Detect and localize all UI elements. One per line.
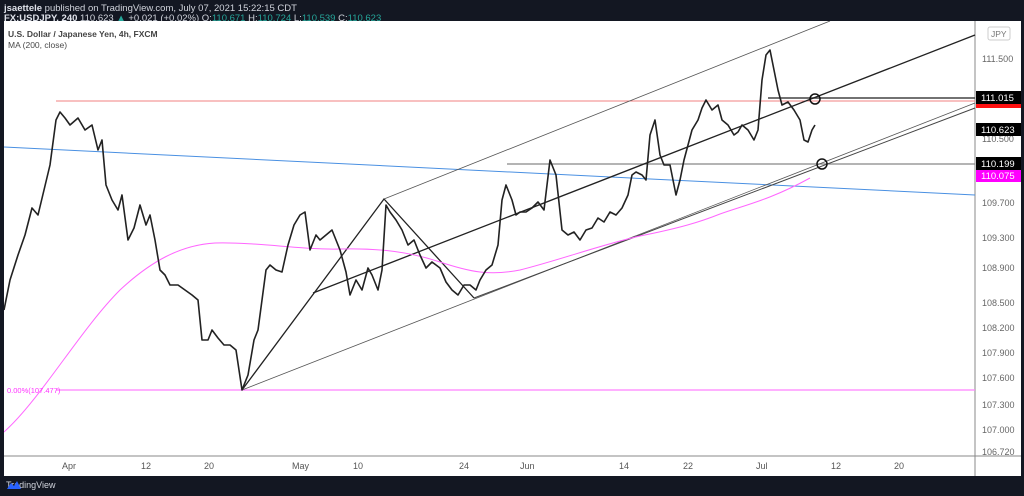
ma-200-line	[4, 177, 811, 433]
legend-title: U.S. Dollar / Japanese Yen, 4h, FXCM	[8, 29, 158, 39]
change: +0.021 (+0.02%)	[128, 13, 200, 24]
svg-text:109.700: 109.700	[982, 198, 1015, 208]
svg-text:106.720: 106.720	[982, 447, 1015, 457]
tradingview-logo-icon	[7, 481, 21, 489]
footer-brand-label: TradingView	[6, 480, 56, 490]
open-value: 110.671	[211, 13, 246, 24]
currency-button	[987, 26, 1011, 41]
close-label: C:	[338, 13, 348, 24]
close-value: 110.623	[347, 13, 382, 24]
svg-text:107.600: 107.600	[982, 373, 1015, 383]
last-price: 110.623	[80, 13, 114, 24]
up-arrow-icon: ▲	[116, 13, 126, 24]
low-value: 110.539	[301, 13, 336, 24]
svg-text:22: 22	[683, 461, 693, 471]
svg-text:110.075: 110.075	[981, 171, 1015, 182]
svg-text:12: 12	[831, 461, 841, 471]
symbol: FX:USDJPY, 240	[4, 13, 78, 24]
symbol-line: FX:USDJPY, 240 110.623 ▲ +0.021 (+0.02%)…	[4, 13, 381, 24]
svg-text:109.300: 109.300	[982, 233, 1015, 243]
svg-text:107.000: 107.000	[982, 425, 1015, 435]
legend-indicator[interactable]: MA (200, close)	[8, 40, 68, 50]
publisher-name: jsaettele	[4, 3, 43, 14]
svg-text:111.500: 111.500	[982, 54, 1013, 64]
published-text: published on TradingView.com, July 07, 2…	[44, 3, 297, 14]
price-label-111015	[976, 91, 1021, 104]
svg-text:107.300: 107.300	[982, 400, 1015, 410]
svg-text:110.623: 110.623	[981, 125, 1015, 136]
svg-text:107.900: 107.900	[982, 348, 1015, 358]
price-label-110199	[976, 157, 1021, 170]
circle-marker-lower	[816, 158, 828, 170]
chart-area[interactable]: 0.00%(107.477) 111.500 110.500 109.700 1…	[4, 21, 1021, 476]
svg-text:May: May	[292, 461, 310, 471]
blue-trendline	[4, 146, 976, 196]
price-label-last	[976, 123, 1021, 136]
svg-text:110.199: 110.199	[981, 159, 1015, 170]
pitchfork-upper	[383, 21, 831, 200]
svg-text:Jul: Jul	[756, 461, 768, 471]
circle-marker-upper	[809, 93, 821, 105]
price-axis: 111.500 110.500 109.700 109.300 108.900 …	[982, 54, 1015, 457]
chart-legend: U.S. Dollar / Japanese Yen, 4h, FXCM MA …	[8, 29, 158, 51]
price-chart[interactable]: 0.00%(107.477) 111.500 110.500 109.700 1…	[4, 21, 1021, 476]
svg-text:20: 20	[894, 461, 904, 471]
svg-text:108.900: 108.900	[982, 263, 1015, 273]
svg-text:110.500: 110.500	[982, 134, 1014, 144]
svg-text:JPY: JPY	[991, 29, 1007, 39]
svg-text:14: 14	[619, 461, 629, 471]
svg-text:108.200: 108.200	[982, 323, 1015, 333]
low-label: L:	[293, 13, 302, 24]
svg-text:Jun: Jun	[520, 461, 535, 471]
pitchfork-median	[312, 34, 976, 294]
svg-text:24: 24	[459, 461, 469, 471]
svg-text:108.500: 108.500	[982, 298, 1015, 308]
high-label: H:	[248, 13, 258, 24]
svg-text:12: 12	[141, 461, 151, 471]
svg-text:Apr: Apr	[62, 461, 76, 471]
svg-text:10: 10	[353, 461, 363, 471]
time-axis: Apr 12 20 May 10 24 Jun 14 22 Jul 12 20	[62, 461, 904, 471]
svg-text:20: 20	[204, 461, 214, 471]
fib-label: 0.00%(107.477)	[7, 386, 61, 395]
open-label: O:	[201, 13, 212, 24]
high-value: 110.724	[257, 13, 292, 24]
pitchfork-lower	[473, 107, 976, 299]
price-label-ma	[976, 170, 1021, 182]
price-candles	[4, 49, 816, 391]
svg-text:111.015: 111.015	[981, 93, 1014, 104]
footer-brand[interactable]: TradingView	[6, 480, 56, 490]
publisher-line: jsaettele published on TradingView.com, …	[4, 3, 297, 14]
